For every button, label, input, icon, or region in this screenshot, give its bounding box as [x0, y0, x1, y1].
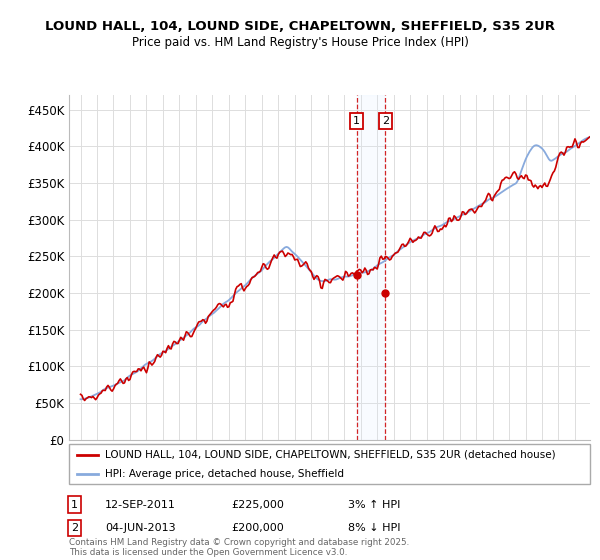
Text: LOUND HALL, 104, LOUND SIDE, CHAPELTOWN, SHEFFIELD, S35 2UR (detached house): LOUND HALL, 104, LOUND SIDE, CHAPELTOWN,…	[106, 450, 556, 460]
FancyBboxPatch shape	[69, 444, 590, 484]
Text: LOUND HALL, 104, LOUND SIDE, CHAPELTOWN, SHEFFIELD, S35 2UR: LOUND HALL, 104, LOUND SIDE, CHAPELTOWN,…	[45, 20, 555, 32]
Text: 04-JUN-2013: 04-JUN-2013	[105, 523, 176, 533]
Text: 2: 2	[382, 116, 389, 126]
Text: Price paid vs. HM Land Registry's House Price Index (HPI): Price paid vs. HM Land Registry's House …	[131, 36, 469, 49]
Text: 1: 1	[353, 116, 360, 126]
Text: HPI: Average price, detached house, Sheffield: HPI: Average price, detached house, Shef…	[106, 469, 344, 478]
Bar	[356, 95, 385, 440]
Text: 1: 1	[71, 500, 78, 510]
Text: £225,000: £225,000	[231, 500, 284, 510]
Text: 8% ↓ HPI: 8% ↓ HPI	[348, 523, 401, 533]
Text: 3% ↑ HPI: 3% ↑ HPI	[348, 500, 400, 510]
Text: 2: 2	[71, 523, 78, 533]
Text: £200,000: £200,000	[231, 523, 284, 533]
Text: 12-SEP-2011: 12-SEP-2011	[105, 500, 176, 510]
Text: Contains HM Land Registry data © Crown copyright and database right 2025.
This d: Contains HM Land Registry data © Crown c…	[69, 538, 409, 557]
